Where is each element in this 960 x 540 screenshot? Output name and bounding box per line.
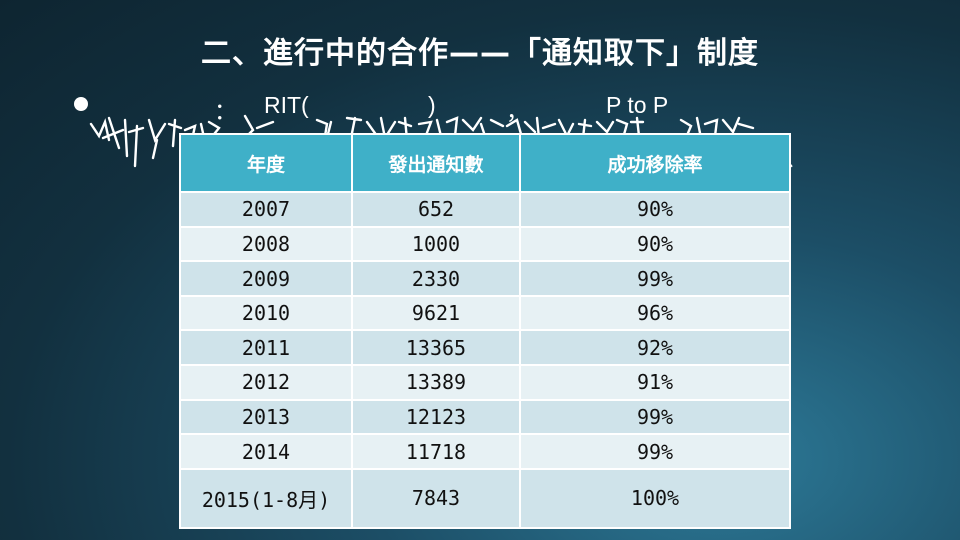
notice-takedown-table: 年度 發出通知數 成功移除率 2007 652 90% 2008 1000 90… xyxy=(179,133,791,530)
cell-rate: 99% xyxy=(519,398,791,436)
cell-notices: 7843 xyxy=(351,467,521,530)
table-row: 2010 9621 96% xyxy=(179,294,791,332)
cell-notices: 2330 xyxy=(351,260,521,297)
cell-year: 2010 xyxy=(179,294,353,332)
table-header-row: 年度 發出通知數 成功移除率 xyxy=(179,133,791,193)
cell-year: 2013 xyxy=(179,398,353,436)
table-row: 2014 11718 99% xyxy=(179,433,791,470)
table-row: 2009 2330 99% xyxy=(179,260,791,297)
cell-year: 2009 xyxy=(179,260,353,297)
header-removal-rate: 成功移除率 xyxy=(519,133,791,193)
cell-rate: 100% xyxy=(519,467,791,530)
cell-rate: 99% xyxy=(519,433,791,470)
cell-year: 2008 xyxy=(179,225,353,263)
cell-notices: 12123 xyxy=(351,398,521,436)
cell-rate: 90% xyxy=(519,191,791,228)
bullet-p2p: P to P xyxy=(606,92,669,118)
cell-notices: 652 xyxy=(351,191,521,228)
bullet-dot xyxy=(74,97,88,111)
cell-notices: 11718 xyxy=(351,433,521,470)
cell-year: 2015(1-8月) xyxy=(179,467,353,530)
cell-rate: 92% xyxy=(519,329,791,367)
cell-year: 2011 xyxy=(179,329,353,367)
cell-year: 2014 xyxy=(179,433,353,470)
cell-year: 2012 xyxy=(179,364,353,401)
cell-rate: 91% xyxy=(519,364,791,401)
table-row: 2011 13365 92% xyxy=(179,329,791,367)
cell-notices: 13365 xyxy=(351,329,521,367)
cell-notices: 13389 xyxy=(351,364,521,401)
cell-rate: 99% xyxy=(519,260,791,297)
cell-year: 2007 xyxy=(179,191,353,228)
table-row: 2007 652 90% xyxy=(179,191,791,228)
table-row: 2015(1-8月) 7843 100% xyxy=(179,467,791,530)
table-row: 2008 1000 90% xyxy=(179,225,791,263)
cell-rate: 90% xyxy=(519,225,791,263)
cell-rate: 96% xyxy=(519,294,791,332)
bullet-paren-close: ) xyxy=(428,92,436,118)
table-row: 2012 13389 91% xyxy=(179,364,791,401)
slide-title: 二、進行中的合作——「通知取下」制度 xyxy=(201,36,759,71)
header-notices: 發出通知數 xyxy=(351,133,521,193)
bullet-rit: RIT( xyxy=(264,92,309,118)
table-row: 2013 12123 99% xyxy=(179,398,791,436)
bullet-comma: ， xyxy=(506,98,529,124)
cell-notices: 9621 xyxy=(351,294,521,332)
header-year: 年度 xyxy=(179,133,353,193)
cell-notices: 1000 xyxy=(351,225,521,263)
bullet-colon: ： xyxy=(214,98,237,124)
